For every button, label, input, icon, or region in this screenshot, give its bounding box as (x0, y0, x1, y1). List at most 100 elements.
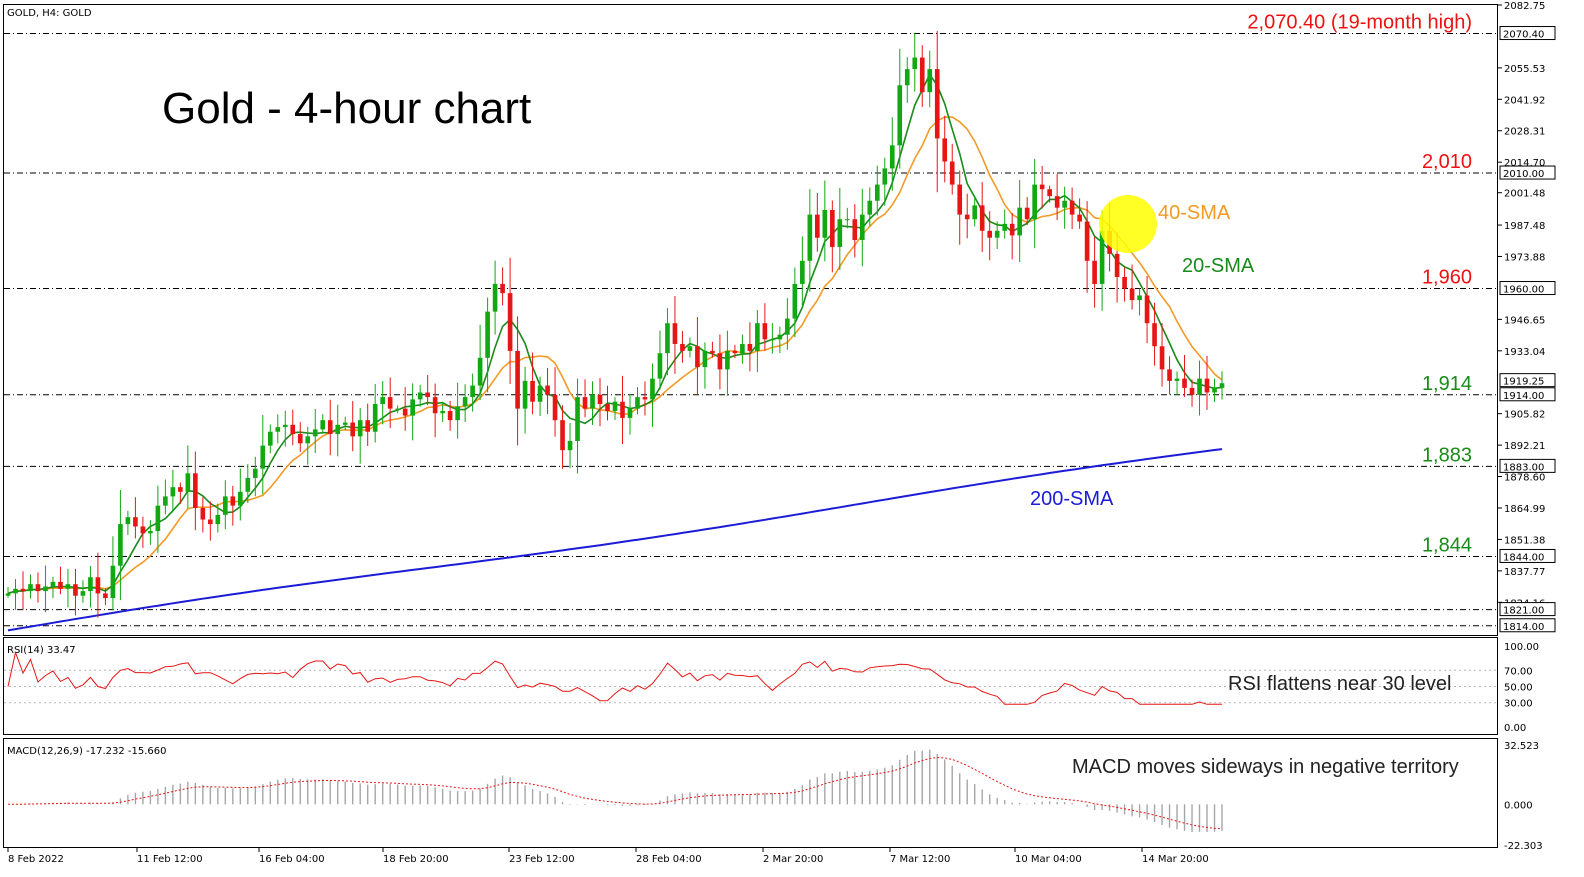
candle-body-162 (1219, 383, 1225, 388)
candle-body-112 (844, 219, 850, 221)
support-resistance-levels (4, 33, 1498, 627)
candle-body-83 (627, 408, 633, 418)
candle-body-65 (492, 283, 498, 312)
candle-body-2 (20, 588, 26, 592)
rsi-tick-0: 100.00 (1504, 642, 1539, 653)
candle-body-37 (282, 424, 288, 428)
candle-body-20 (155, 505, 161, 532)
candle-body-100 (755, 323, 760, 351)
candle-body-154 (1159, 346, 1165, 370)
candle-body-3 (28, 584, 33, 592)
candle-body-159 (1197, 378, 1202, 395)
candle-body-68 (515, 350, 520, 409)
candle-body-52 (395, 408, 401, 410)
price-axis: 2082.75 2055.53 2041.92 2028.31 2014.70 2001.… (1498, 1, 1545, 609)
candle-body-142 (1069, 200, 1075, 215)
candle-body-23 (178, 487, 183, 492)
candle-body-75 (567, 440, 573, 451)
candle-body-144 (1084, 221, 1090, 261)
candle-body-11 (88, 577, 93, 592)
candle-body-120 (904, 69, 910, 86)
candle-body-141 (1062, 200, 1067, 208)
candle-body-73 (552, 394, 558, 421)
candle-body-136 (1024, 207, 1030, 220)
price-tick-15: 1837.77 (1504, 567, 1545, 578)
sma-200-label: 200-SMA (1030, 488, 1114, 510)
candle-body-117 (882, 168, 888, 185)
price-tick-2: 2041.92 (1504, 95, 1545, 106)
rsi-tick-1: 70.00 (1504, 666, 1533, 677)
candle-body-55 (417, 392, 423, 400)
candle-body-143 (1077, 214, 1082, 222)
candle-body-115 (867, 200, 873, 215)
candle-body-38 (290, 424, 296, 435)
level-tag-7: 1814.00 (1503, 622, 1544, 633)
candle-body-133 (1002, 223, 1008, 231)
candle-body-152 (1144, 295, 1150, 324)
candle-body-129 (972, 205, 978, 220)
candle-body-44 (335, 424, 341, 435)
candle-body-28 (215, 514, 221, 525)
candle-body-49 (372, 404, 378, 432)
candle-body-79 (597, 394, 603, 405)
candle-body-45 (342, 422, 348, 425)
candle-body-119 (897, 85, 903, 146)
candle-body-14 (110, 565, 116, 599)
sma-20-path (7, 73, 1223, 595)
time-tick-9: 14 Mar 20:00 (1142, 854, 1209, 865)
price-tick-14: 1851.38 (1504, 535, 1545, 546)
level-tag-6: 1821.00 (1503, 606, 1544, 617)
sma-20-label: 20-SMA (1182, 255, 1255, 277)
candle-body-122 (919, 57, 925, 93)
macd-panel-frame (3, 738, 1498, 848)
candle-body-138 (1039, 184, 1045, 190)
candle-body-130 (979, 205, 985, 231)
price-tick-9: 1933.04 (1504, 347, 1545, 358)
price-tick-7: 1973.88 (1504, 252, 1545, 263)
time-tick-3: 18 Feb 20:00 (383, 854, 449, 865)
candle-body-51 (387, 397, 393, 409)
candle-body-85 (642, 397, 648, 400)
candle-body-132 (994, 230, 1000, 238)
price-tick-4: 2014.70 (1504, 158, 1545, 169)
candle-body-8 (65, 584, 71, 589)
candle-body-36 (275, 427, 281, 432)
candle-body-25 (193, 473, 198, 508)
candle-body-131 (987, 230, 993, 238)
candle-body-27 (208, 519, 213, 525)
level-tag-4-box (1499, 458, 1556, 473)
sma-20-line (7, 73, 1223, 595)
macd-signal-line (8, 756, 1223, 830)
price-tick-12: 1878.60 (1504, 473, 1545, 484)
candle-body-7 (58, 581, 63, 589)
candle-body-70 (530, 380, 535, 402)
candle-body-12 (95, 577, 101, 594)
rsi-tick-3: 30.00 (1504, 699, 1533, 710)
candle-body-41 (312, 429, 318, 437)
candle-body-69 (522, 380, 528, 409)
price-tick-0: 2082.75 (1504, 1, 1545, 12)
candle-body-43 (327, 420, 333, 435)
candle-body-96 (725, 350, 730, 370)
candle-body-82 (620, 401, 625, 418)
candle-body-80 (605, 404, 610, 411)
candle-body-106 (800, 260, 805, 284)
macd-histogram (14, 749, 1223, 833)
level-label-1: 2,010 (1422, 151, 1472, 173)
candle-body-89 (672, 323, 678, 344)
candle-body-58 (440, 410, 445, 414)
candle-body-88 (665, 323, 670, 354)
candle-body-91 (687, 346, 693, 351)
rsi-tick-2: 50.00 (1504, 683, 1533, 694)
candle-body-92 (695, 346, 700, 368)
price-tick-3: 2028.31 (1504, 127, 1545, 138)
candle-body-99 (747, 343, 753, 351)
candle-body-47 (357, 420, 363, 437)
candle-body-134 (1009, 223, 1015, 236)
price-tick-10: 1905.82 (1504, 410, 1545, 421)
candle-body-139 (1047, 189, 1052, 197)
candle-body-135 (1017, 207, 1022, 236)
rsi-annotation: RSI flattens near 30 level (1228, 673, 1451, 695)
macd-axis: 32.523 0.000 -22.303 (1504, 741, 1543, 852)
